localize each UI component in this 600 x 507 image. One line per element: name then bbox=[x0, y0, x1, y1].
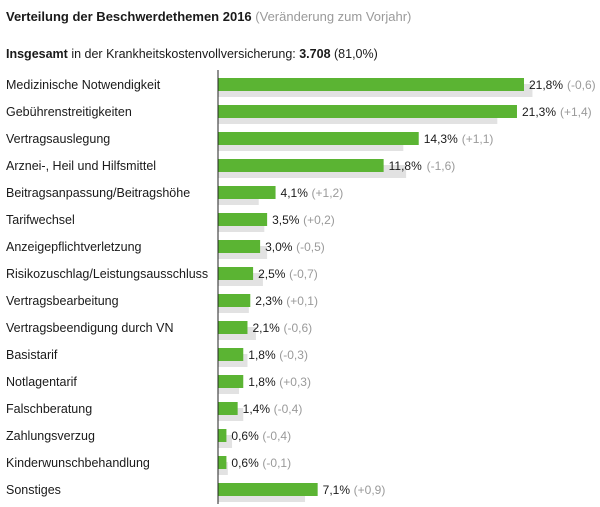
current-year-bar bbox=[218, 105, 517, 118]
value-label: 0,6% bbox=[231, 456, 259, 470]
change-label: (-0,1) bbox=[262, 456, 291, 470]
current-year-bar bbox=[218, 321, 248, 334]
current-year-bar bbox=[218, 267, 254, 280]
value-label: 2,3% bbox=[255, 294, 283, 308]
category-label: Beitragsanpassung/Beitragshöhe bbox=[6, 186, 190, 200]
bar-row: Risikozuschlag/Leistungsausschluss 2,5% (-… bbox=[6, 267, 318, 286]
bar-row: Gebührenstreitigkeiten 21,3% (+1,4) bbox=[6, 105, 592, 124]
bar-row: Vertragsbeendigung durch VN 2,1% (-0,6) bbox=[6, 321, 312, 340]
current-year-bar bbox=[218, 240, 261, 253]
total-lead: Insgesamt bbox=[6, 47, 68, 61]
category-label: Arznei-, Heil und Hilfsmittel bbox=[6, 159, 156, 173]
chart-title-main: Verteilung der Beschwerdethemen 2016 bbox=[6, 9, 252, 24]
bar-row: Notlagentarif 1,8% (+0,3) bbox=[6, 375, 311, 394]
value-label: 7,1% bbox=[323, 483, 351, 497]
value-label: 4,1% bbox=[281, 186, 309, 200]
change-label: (-0,5) bbox=[296, 240, 325, 254]
value-label: 21,3% bbox=[522, 105, 556, 119]
current-year-bar bbox=[218, 132, 419, 145]
current-year-bar bbox=[218, 159, 384, 172]
value-label: 1,4% bbox=[243, 402, 271, 416]
total-line: Insgesamt in der Krankheitskostenvollver… bbox=[6, 47, 378, 61]
current-year-bar bbox=[218, 186, 276, 199]
change-label: (+0,9) bbox=[354, 483, 386, 497]
value-label: 21,8% bbox=[529, 78, 563, 92]
change-label: (-0,6) bbox=[567, 78, 596, 92]
bar-row: Anzeigepflichtverletzung 3,0% (-0,5) bbox=[6, 240, 325, 259]
change-label: (-0,4) bbox=[274, 402, 303, 416]
category-label: Risikozuschlag/Leistungsausschluss bbox=[6, 267, 208, 281]
current-year-bar bbox=[218, 294, 251, 307]
category-label: Zahlungsverzug bbox=[6, 429, 95, 443]
current-year-bar bbox=[218, 429, 227, 442]
bar-row: Vertragsbearbeitung 2,3% (+0,1) bbox=[6, 294, 318, 313]
value-label: 14,3% bbox=[424, 132, 458, 146]
bar-row: Beitragsanpassung/Beitragshöhe 4,1% (+1,2) bbox=[6, 186, 343, 205]
current-year-bar bbox=[218, 402, 238, 415]
change-label: (+1,2) bbox=[312, 186, 344, 200]
category-label: Basistarif bbox=[6, 348, 58, 362]
change-label: (+1,4) bbox=[560, 105, 592, 119]
bar-row: Tarifwechsel 3,5% (+0,2) bbox=[6, 213, 335, 232]
bar-row: Sonstiges 7,1% (+0,9) bbox=[6, 483, 385, 502]
total-share: (81,0%) bbox=[334, 47, 378, 61]
bar-row: Medizinische Notwendigkeit 21,8% (-0,6) bbox=[6, 78, 596, 97]
value-label: 3,0% bbox=[265, 240, 293, 254]
change-label: (-0,6) bbox=[283, 321, 312, 335]
change-label: (-0,3) bbox=[279, 348, 308, 362]
bar-row: Kinderwunschbehandlung 0,6% (-0,1) bbox=[6, 456, 291, 475]
value-label: 1,8% bbox=[248, 375, 276, 389]
current-year-bar bbox=[218, 483, 318, 496]
current-year-bar bbox=[218, 456, 227, 469]
bar-row: Falschberatung 1,4% (-0,4) bbox=[6, 402, 302, 421]
category-label: Notlagentarif bbox=[6, 375, 77, 389]
chart-title-subtitle: (Veränderung zum Vorjahr) bbox=[255, 9, 412, 24]
category-label: Vertragsbearbeitung bbox=[6, 294, 119, 308]
bar-row: Basistarif 1,8% (-0,3) bbox=[6, 348, 308, 367]
change-label: (-0,7) bbox=[289, 267, 318, 281]
bar-row: Vertragsauslegung 14,3% (+1,1) bbox=[6, 132, 493, 151]
change-label: (-0,4) bbox=[262, 429, 291, 443]
category-label: Vertragsbeendigung durch VN bbox=[6, 321, 173, 335]
category-label: Falschberatung bbox=[6, 402, 92, 416]
category-label: Anzeigepflichtverletzung bbox=[6, 240, 142, 254]
current-year-bar bbox=[218, 213, 268, 226]
value-label: 1,8% bbox=[248, 348, 276, 362]
current-year-bar bbox=[218, 78, 524, 91]
value-label: 2,1% bbox=[252, 321, 280, 335]
total-value: 3.708 bbox=[299, 47, 331, 61]
category-label: Vertragsauslegung bbox=[6, 132, 110, 146]
bar-row: Arznei-, Heil und Hilfsmittel 11,8% (-1,6) bbox=[6, 159, 455, 178]
category-label: Medizinische Notwendigkeit bbox=[6, 78, 161, 92]
current-year-bar bbox=[218, 348, 244, 361]
change-label: (+0,3) bbox=[279, 375, 311, 389]
category-label: Tarifwechsel bbox=[6, 213, 75, 227]
category-label: Gebührenstreitigkeiten bbox=[6, 105, 132, 119]
chart-title: Verteilung der Beschwerdethemen 2016 (Ve… bbox=[6, 9, 411, 24]
change-label: (+0,1) bbox=[286, 294, 318, 308]
value-label: 3,5% bbox=[272, 213, 300, 227]
current-year-bar bbox=[218, 375, 244, 388]
category-label: Sonstiges bbox=[6, 483, 61, 497]
bar-row: Zahlungsverzug 0,6% (-0,4) bbox=[6, 429, 291, 448]
change-label: (+0,2) bbox=[303, 213, 335, 227]
total-text: in der Krankheitskostenvollversicherung: bbox=[71, 47, 296, 61]
value-label: 2,5% bbox=[258, 267, 286, 281]
value-label: 11,8% bbox=[389, 159, 422, 173]
change-label: (-1,6) bbox=[427, 159, 456, 173]
change-label: (+1,1) bbox=[462, 132, 494, 146]
category-label: Kinderwunschbehandlung bbox=[6, 456, 150, 470]
value-label: 0,6% bbox=[231, 429, 259, 443]
